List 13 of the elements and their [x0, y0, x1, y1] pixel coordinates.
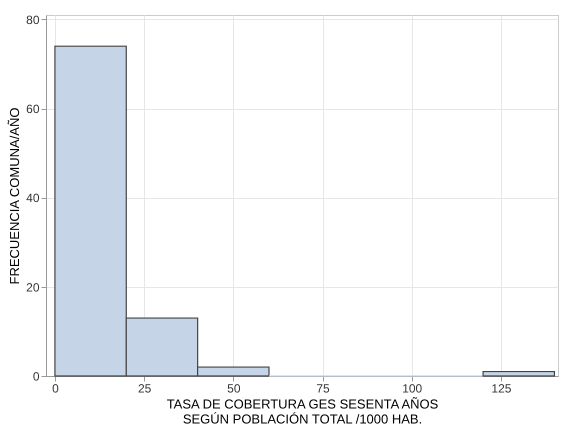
y-tick-label: 20 [26, 280, 40, 294]
y-tick-label: 60 [26, 102, 40, 116]
x-tick-label: 100 [402, 382, 423, 396]
x-tick-label: 125 [491, 382, 512, 396]
x-tick-label: 25 [138, 382, 152, 396]
y-tick-label: 80 [26, 12, 40, 27]
x-axis-title: TASA DE COBERTURA GES SESENTA AÑOS SEGÚN POBLACIÓN TOTAL /1000 HAB. [166, 396, 439, 426]
x-tick-label: 0 [52, 382, 60, 396]
y-axis-title: FRECUENCIA COMUNA/AÑO [7, 108, 22, 284]
y-tick-label: 0 [32, 370, 40, 384]
y-tick-label: 40 [26, 191, 40, 206]
x-tick-label: 50 [227, 382, 241, 396]
x-tick-label: 75 [316, 382, 330, 396]
